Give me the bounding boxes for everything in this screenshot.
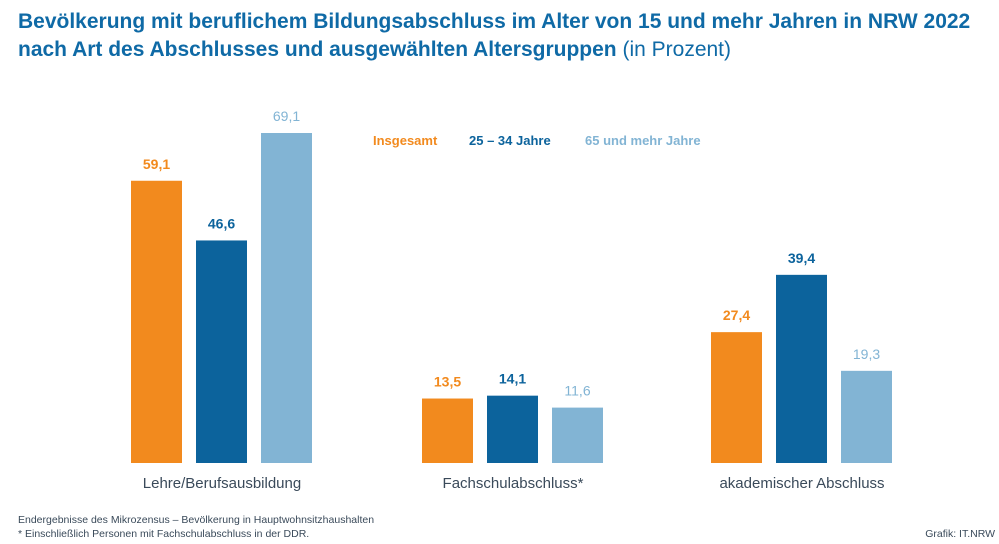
data-label: 69,1	[273, 108, 300, 124]
data-label: 13,5	[434, 374, 461, 390]
category-label: Fachschulabschluss*	[443, 475, 584, 492]
category-label: Lehre/Berufsausbildung	[143, 475, 301, 492]
bar-insgesamt-1	[422, 398, 473, 463]
chart-title-main: Bevölkerung mit beruflichem Bildungsabsc…	[18, 10, 971, 61]
chart-title: Bevölkerung mit beruflichem Bildungsabsc…	[18, 8, 993, 64]
data-label: 46,6	[208, 215, 235, 231]
legend-entry: 65 und mehr Jahre	[585, 133, 701, 148]
data-label: 14,1	[499, 371, 526, 387]
bar-insgesamt-2	[711, 332, 762, 463]
category-label: akademischer Abschluss	[719, 475, 884, 492]
data-label: 11,6	[564, 383, 590, 399]
legend-entry: 25 – 34 Jahre	[469, 133, 551, 148]
bar-25-34-2	[776, 274, 827, 463]
data-label: 59,1	[143, 156, 170, 172]
bar-65plus-0	[261, 133, 312, 463]
bar-65plus-2	[841, 370, 892, 463]
footnotes: Endergebnisse des Mikrozensus – Bevölker…	[18, 513, 374, 541]
bar-25-34-0	[196, 240, 247, 463]
bar-25-34-1	[487, 395, 538, 463]
legend-entry: Insgesamt	[373, 133, 438, 148]
footnote-source: Endergebnisse des Mikrozensus – Bevölker…	[18, 514, 375, 526]
data-label: 27,4	[723, 307, 750, 323]
graphic-credit: Grafik: IT.NRW	[925, 528, 995, 540]
bar-65plus-1	[552, 407, 603, 463]
data-label: 39,4	[788, 250, 815, 266]
bar-insgesamt-0	[131, 180, 182, 463]
chart-title-unit: (in Prozent)	[622, 38, 732, 61]
data-label: 19,3	[853, 346, 880, 362]
footnote-asterisk: * Einschließlich Personen mit Fachschula…	[18, 528, 310, 540]
